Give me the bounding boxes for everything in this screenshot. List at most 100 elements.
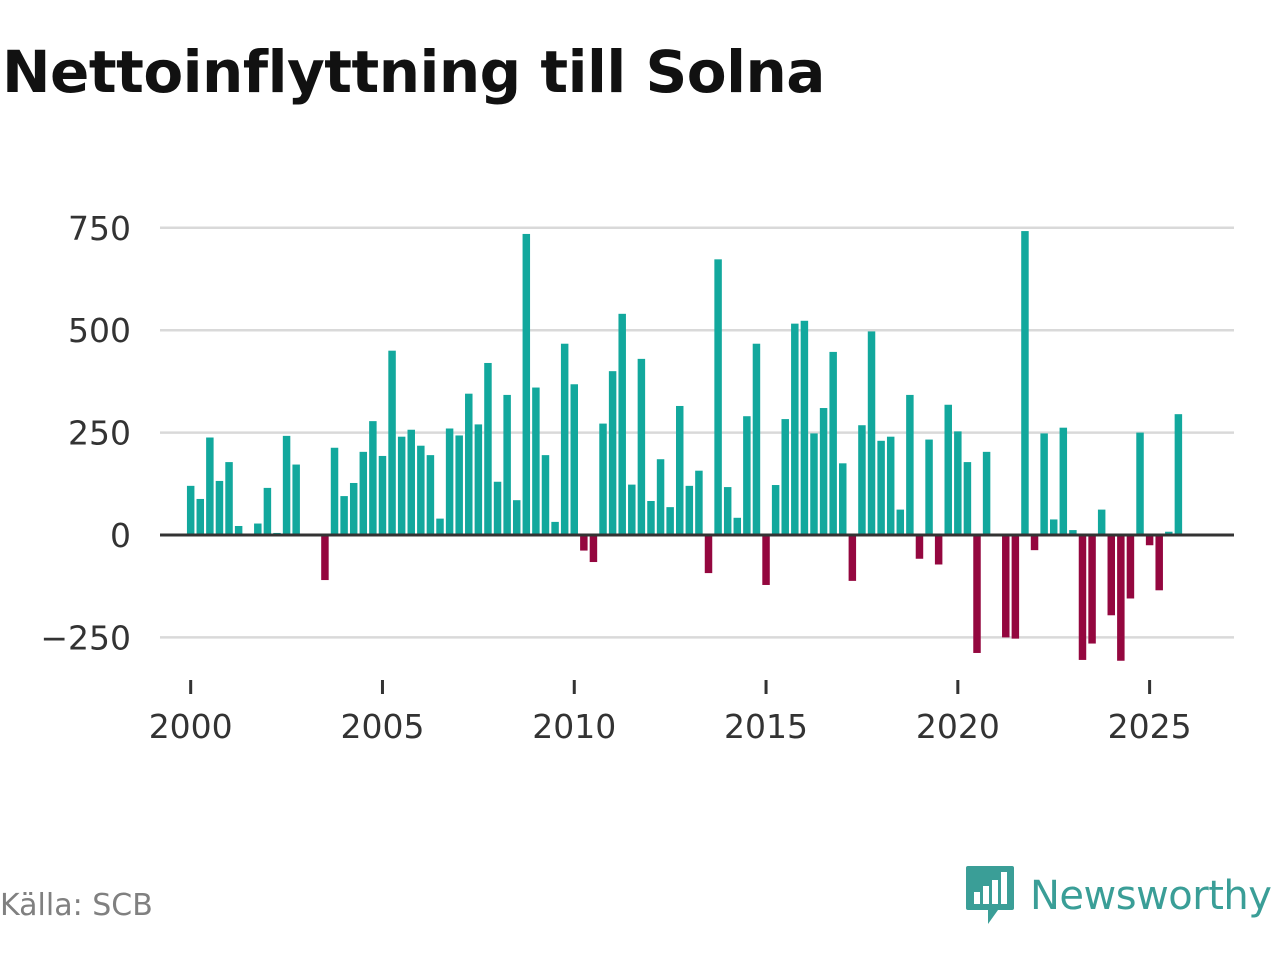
chart-title: Nettoinflyttning till Solna	[2, 38, 825, 106]
bar	[1117, 535, 1125, 661]
bar	[340, 496, 348, 535]
bar	[973, 535, 981, 653]
bar	[551, 521, 559, 535]
bar	[522, 233, 531, 535]
bar	[1097, 509, 1106, 535]
bar	[781, 419, 789, 535]
bar	[263, 487, 272, 535]
bar	[436, 518, 444, 535]
bar	[829, 351, 837, 535]
bar	[282, 435, 291, 535]
bar	[733, 517, 742, 535]
bar	[791, 323, 799, 535]
bar	[1011, 535, 1020, 639]
bar	[637, 358, 646, 535]
bar	[254, 523, 262, 535]
bar	[1059, 427, 1068, 535]
bar	[225, 462, 233, 535]
bar	[206, 437, 214, 535]
bar	[695, 470, 703, 535]
bar	[1069, 530, 1077, 535]
bar	[512, 500, 521, 535]
x-tick-label: 2015	[724, 707, 808, 746]
bar	[1155, 535, 1163, 591]
bar	[1165, 531, 1173, 535]
bar	[886, 436, 895, 535]
newsworthy-logo-icon	[966, 866, 1014, 924]
bar	[1174, 414, 1183, 535]
bar	[685, 485, 694, 535]
bar	[954, 431, 962, 535]
y-tick-label: 0	[110, 516, 131, 555]
newsworthy-logo[interactable]: Newsworthy	[964, 864, 1272, 928]
bars	[186, 231, 1183, 661]
bar	[196, 498, 205, 535]
bar	[618, 313, 626, 535]
bar	[1107, 535, 1115, 616]
bar	[1002, 535, 1010, 638]
bar	[944, 404, 952, 535]
bar	[532, 387, 540, 535]
bar	[877, 440, 885, 535]
bar	[1021, 231, 1029, 536]
bar	[934, 535, 943, 565]
bar	[349, 482, 358, 535]
bar	[560, 343, 569, 535]
bar	[570, 384, 578, 535]
y-tick-label: 250	[68, 414, 131, 453]
x-tick-label: 2025	[1108, 707, 1192, 746]
y-tick-label: −250	[40, 618, 131, 657]
bar	[925, 439, 933, 535]
bar	[723, 487, 732, 535]
bar	[1088, 535, 1096, 644]
bar	[1136, 432, 1144, 535]
bar	[858, 425, 866, 535]
bar	[493, 481, 502, 535]
x-tick-label: 2000	[149, 707, 233, 746]
bar	[484, 362, 492, 535]
bar	[186, 485, 195, 535]
bar	[369, 421, 377, 535]
bar	[599, 423, 607, 535]
bar	[896, 509, 905, 535]
bar	[330, 447, 339, 535]
bar	[752, 343, 761, 535]
bar	[589, 535, 598, 563]
bar	[1145, 535, 1154, 546]
bar	[1030, 535, 1039, 551]
bar	[426, 455, 435, 535]
bar	[359, 451, 368, 535]
bar	[388, 350, 396, 535]
bar	[762, 535, 770, 585]
bar	[1126, 535, 1135, 599]
x-tick-label: 2020	[916, 707, 1000, 746]
y-tick-label: 500	[68, 311, 131, 350]
bar	[1078, 535, 1087, 660]
bar	[474, 424, 483, 535]
bar	[656, 459, 665, 535]
bar	[647, 501, 655, 535]
bar	[628, 484, 636, 535]
bar	[963, 462, 972, 535]
axes: 750 500 250 0 −250 2000 2005 2010 2015 2020 2025	[40, 209, 1234, 746]
bar	[378, 455, 387, 535]
bar	[215, 480, 224, 535]
source-label: Källa: SCB	[0, 888, 153, 923]
bar	[541, 455, 550, 535]
bar	[714, 259, 722, 535]
bar	[445, 428, 454, 535]
bar	[580, 535, 588, 551]
x-tick-label: 2010	[532, 707, 616, 746]
bar	[1049, 519, 1058, 535]
x-tick-label: 2005	[340, 707, 424, 746]
bar	[666, 507, 674, 535]
bar	[234, 525, 243, 535]
bar	[455, 435, 463, 535]
bar	[848, 535, 857, 581]
bar	[1040, 433, 1048, 535]
bar	[771, 485, 780, 535]
bar	[839, 463, 847, 535]
bar	[417, 445, 425, 535]
bar	[465, 393, 473, 535]
bar	[915, 535, 924, 559]
